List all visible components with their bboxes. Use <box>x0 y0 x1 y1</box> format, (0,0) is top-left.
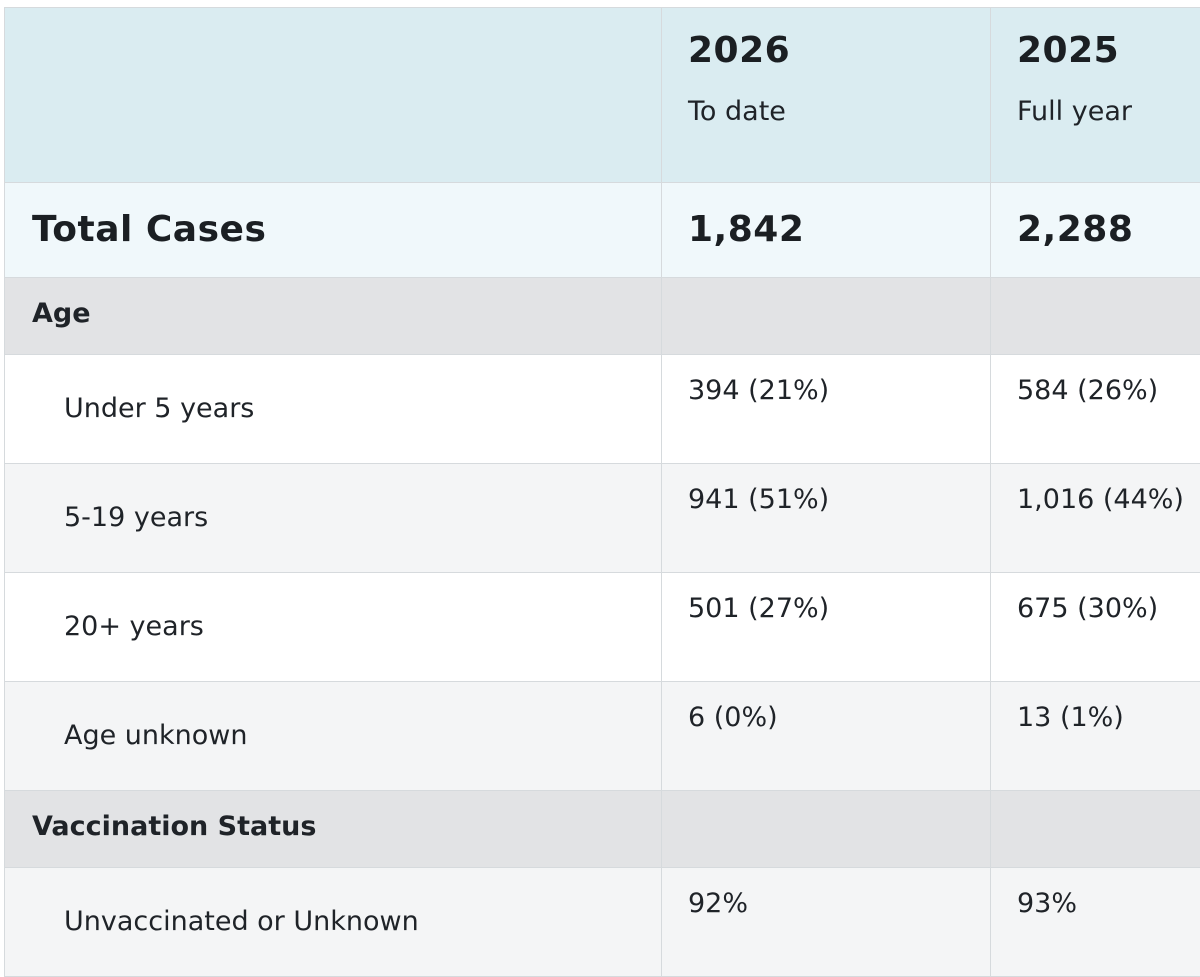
table-row: Unvaccinated or Unknown 92% 93% <box>5 868 1200 977</box>
row-label: 5-19 years <box>64 502 209 533</box>
header-cell-2025: 2025 Full year <box>991 8 1200 182</box>
table-row: Age unknown 6 (0%) 13 (1%) <box>5 682 1200 791</box>
value-cell: 501 (27%) <box>662 573 991 681</box>
value-cell: 92% <box>662 868 991 976</box>
section-label-cell: Age <box>5 278 662 354</box>
section-label-cell: Vaccination Status <box>5 791 662 867</box>
total-cases-row: Total Cases 1,842 2,288 <box>5 183 1200 278</box>
cell-value: 394 (21%) <box>688 375 830 406</box>
cell-value: 941 (51%) <box>688 484 830 515</box>
cases-table: 2026 To date 2025 Full year Total Cases … <box>4 7 1200 977</box>
row-label: Under 5 years <box>64 393 255 424</box>
section-row-age: Age <box>5 278 1200 355</box>
cell-value: 92% <box>688 888 749 919</box>
row-label: Unvaccinated or Unknown <box>64 906 419 937</box>
cell-value: 1,016 (44%) <box>1017 484 1184 515</box>
cell-value: 584 (26%) <box>1017 375 1159 406</box>
section-empty-cell <box>991 278 1200 354</box>
section-row-vaccination-status: Vaccination Status <box>5 791 1200 868</box>
cell-value: 675 (30%) <box>1017 593 1159 624</box>
row-label-cell: Age unknown <box>5 682 662 790</box>
section-title: Vaccination Status <box>32 811 317 842</box>
value-cell: 941 (51%) <box>662 464 991 572</box>
row-label-cell: 20+ years <box>5 573 662 681</box>
section-title: Age <box>32 298 91 329</box>
column-year: 2026 <box>688 30 791 71</box>
value-cell: 394 (21%) <box>662 355 991 463</box>
value-cell: 6 (0%) <box>662 682 991 790</box>
column-subtitle: To date <box>688 96 786 127</box>
value-cell: 93% <box>991 868 1200 976</box>
section-empty-cell <box>662 791 991 867</box>
column-year: 2025 <box>1017 30 1120 71</box>
value-cell: 584 (26%) <box>991 355 1200 463</box>
table-row: 5-19 years 941 (51%) 1,016 (44%) <box>5 464 1200 573</box>
section-empty-cell <box>662 278 991 354</box>
value-cell: 13 (1%) <box>991 682 1200 790</box>
total-cases-value: 1,842 <box>688 209 805 250</box>
row-label: 20+ years <box>64 611 204 642</box>
header-empty-cell <box>5 8 662 182</box>
row-label-cell: Unvaccinated or Unknown <box>5 868 662 976</box>
cell-value: 93% <box>1017 888 1078 919</box>
total-cases-label: Total Cases <box>32 209 267 250</box>
row-label-cell: Total Cases <box>5 183 662 277</box>
table-header-row: 2026 To date 2025 Full year <box>5 8 1200 183</box>
total-cases-value: 2,288 <box>1017 209 1134 250</box>
value-cell: 675 (30%) <box>991 573 1200 681</box>
cell-value: 6 (0%) <box>688 702 778 733</box>
table-row: Under 5 years 394 (21%) 584 (26%) <box>5 355 1200 464</box>
row-label-cell: Under 5 years <box>5 355 662 463</box>
row-label: Age unknown <box>64 720 248 751</box>
column-subtitle: Full year <box>1017 96 1132 127</box>
value-cell: 2,288 <box>991 183 1200 277</box>
cell-value: 501 (27%) <box>688 593 830 624</box>
table-row: 20+ years 501 (27%) 675 (30%) <box>5 573 1200 682</box>
row-label-cell: 5-19 years <box>5 464 662 572</box>
value-cell: 1,842 <box>662 183 991 277</box>
value-cell: 1,016 (44%) <box>991 464 1200 572</box>
header-cell-2026: 2026 To date <box>662 8 991 182</box>
section-empty-cell <box>991 791 1200 867</box>
cell-value: 13 (1%) <box>1017 702 1124 733</box>
